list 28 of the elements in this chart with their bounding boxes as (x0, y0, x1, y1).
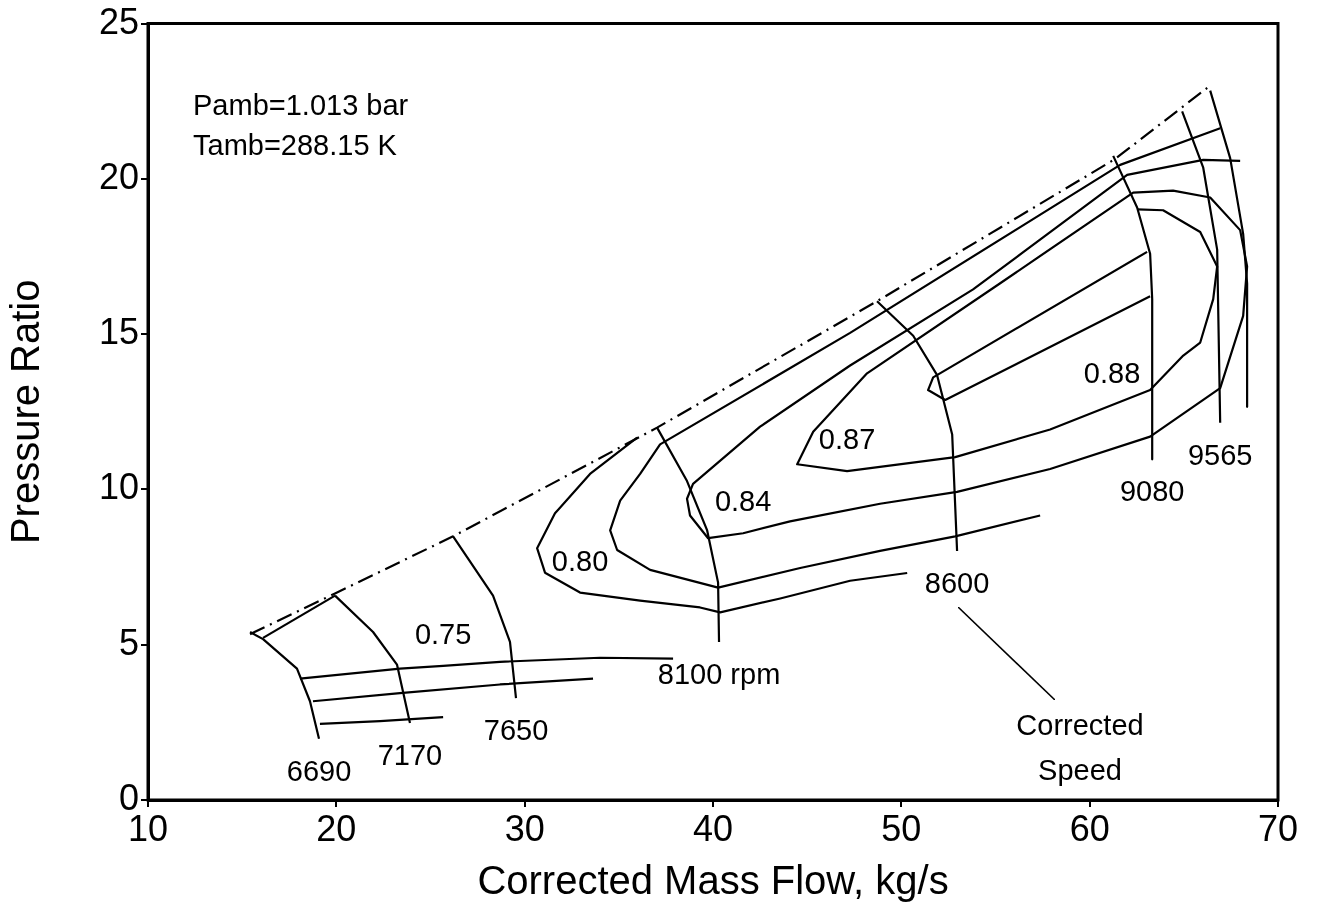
y-tick-label: 10 (98, 466, 139, 508)
y-axis-title: Pressure Ratio (3, 279, 48, 545)
x-tick-label: 70 (1257, 807, 1299, 849)
annotation: 0.88 (1083, 356, 1141, 389)
annotation: 0.80 (551, 544, 609, 577)
series-label: 9565 (1187, 438, 1253, 471)
series-label: 8600 (924, 566, 990, 599)
x-tick-label: 40 (692, 807, 734, 849)
y-tick-label: 5 (118, 621, 139, 663)
x-tick-label: 30 (504, 807, 545, 849)
y-tick-label: 15 (98, 311, 139, 353)
y-tick-label: 20 (98, 155, 139, 197)
x-tick-label: 20 (316, 807, 357, 849)
annotation: Pamb=1.013 bar (193, 88, 409, 121)
x-axis-title: Corrected Mass Flow, kg/s (477, 858, 949, 903)
series-label: 7170 (377, 738, 443, 771)
annotation: 0.75 (414, 617, 472, 650)
series-label: 6690 (286, 754, 352, 787)
series-label: 8100 rpm (657, 657, 781, 690)
annotation: 0.87 (818, 423, 876, 456)
x-tick-label: 50 (881, 807, 922, 849)
annotation: Tamb=288.15 K (193, 128, 398, 161)
x-tick-label: 60 (1069, 807, 1110, 849)
annotation: Corrected Speed (1016, 709, 1144, 786)
y-tick-label: 25 (98, 0, 139, 42)
series-label: 7650 (483, 714, 549, 747)
series-label: 9080 (1119, 475, 1185, 508)
annotation: 0.84 (714, 485, 772, 518)
